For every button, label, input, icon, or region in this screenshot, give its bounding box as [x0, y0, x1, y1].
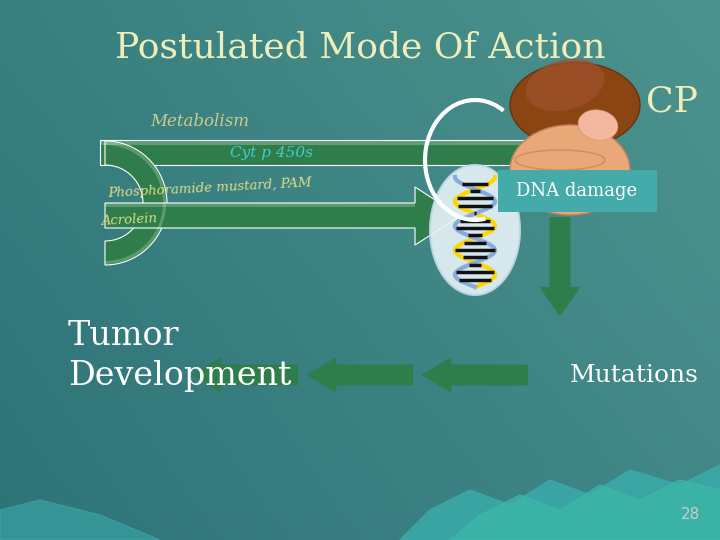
FancyArrowPatch shape — [423, 359, 527, 392]
Text: DNA damage: DNA damage — [516, 182, 638, 200]
Polygon shape — [0, 500, 160, 540]
Polygon shape — [400, 465, 720, 540]
Polygon shape — [100, 140, 530, 165]
Polygon shape — [100, 140, 530, 145]
FancyArrowPatch shape — [541, 218, 580, 315]
Text: Cyt p 450s: Cyt p 450s — [230, 146, 313, 160]
Polygon shape — [450, 480, 720, 540]
Polygon shape — [105, 187, 460, 245]
Text: Postulated Mode Of Action: Postulated Mode Of Action — [114, 30, 606, 64]
Ellipse shape — [510, 63, 640, 147]
Text: Phosphoramide mustard, PAM: Phosphoramide mustard, PAM — [108, 177, 312, 200]
Ellipse shape — [510, 125, 630, 215]
Text: Tumor
Development: Tumor Development — [68, 320, 292, 392]
Polygon shape — [105, 203, 415, 207]
Text: CP: CP — [646, 85, 698, 119]
Polygon shape — [105, 142, 166, 264]
FancyArrowPatch shape — [307, 359, 413, 392]
Ellipse shape — [578, 110, 618, 140]
Text: Metabolism: Metabolism — [150, 113, 249, 130]
FancyArrowPatch shape — [193, 359, 297, 392]
Ellipse shape — [430, 165, 520, 295]
Text: 28: 28 — [680, 507, 700, 522]
Polygon shape — [105, 141, 167, 265]
Text: Acrolein: Acrolein — [100, 212, 157, 228]
FancyBboxPatch shape — [498, 170, 657, 212]
Text: Mutations: Mutations — [570, 363, 699, 387]
Ellipse shape — [526, 59, 604, 111]
